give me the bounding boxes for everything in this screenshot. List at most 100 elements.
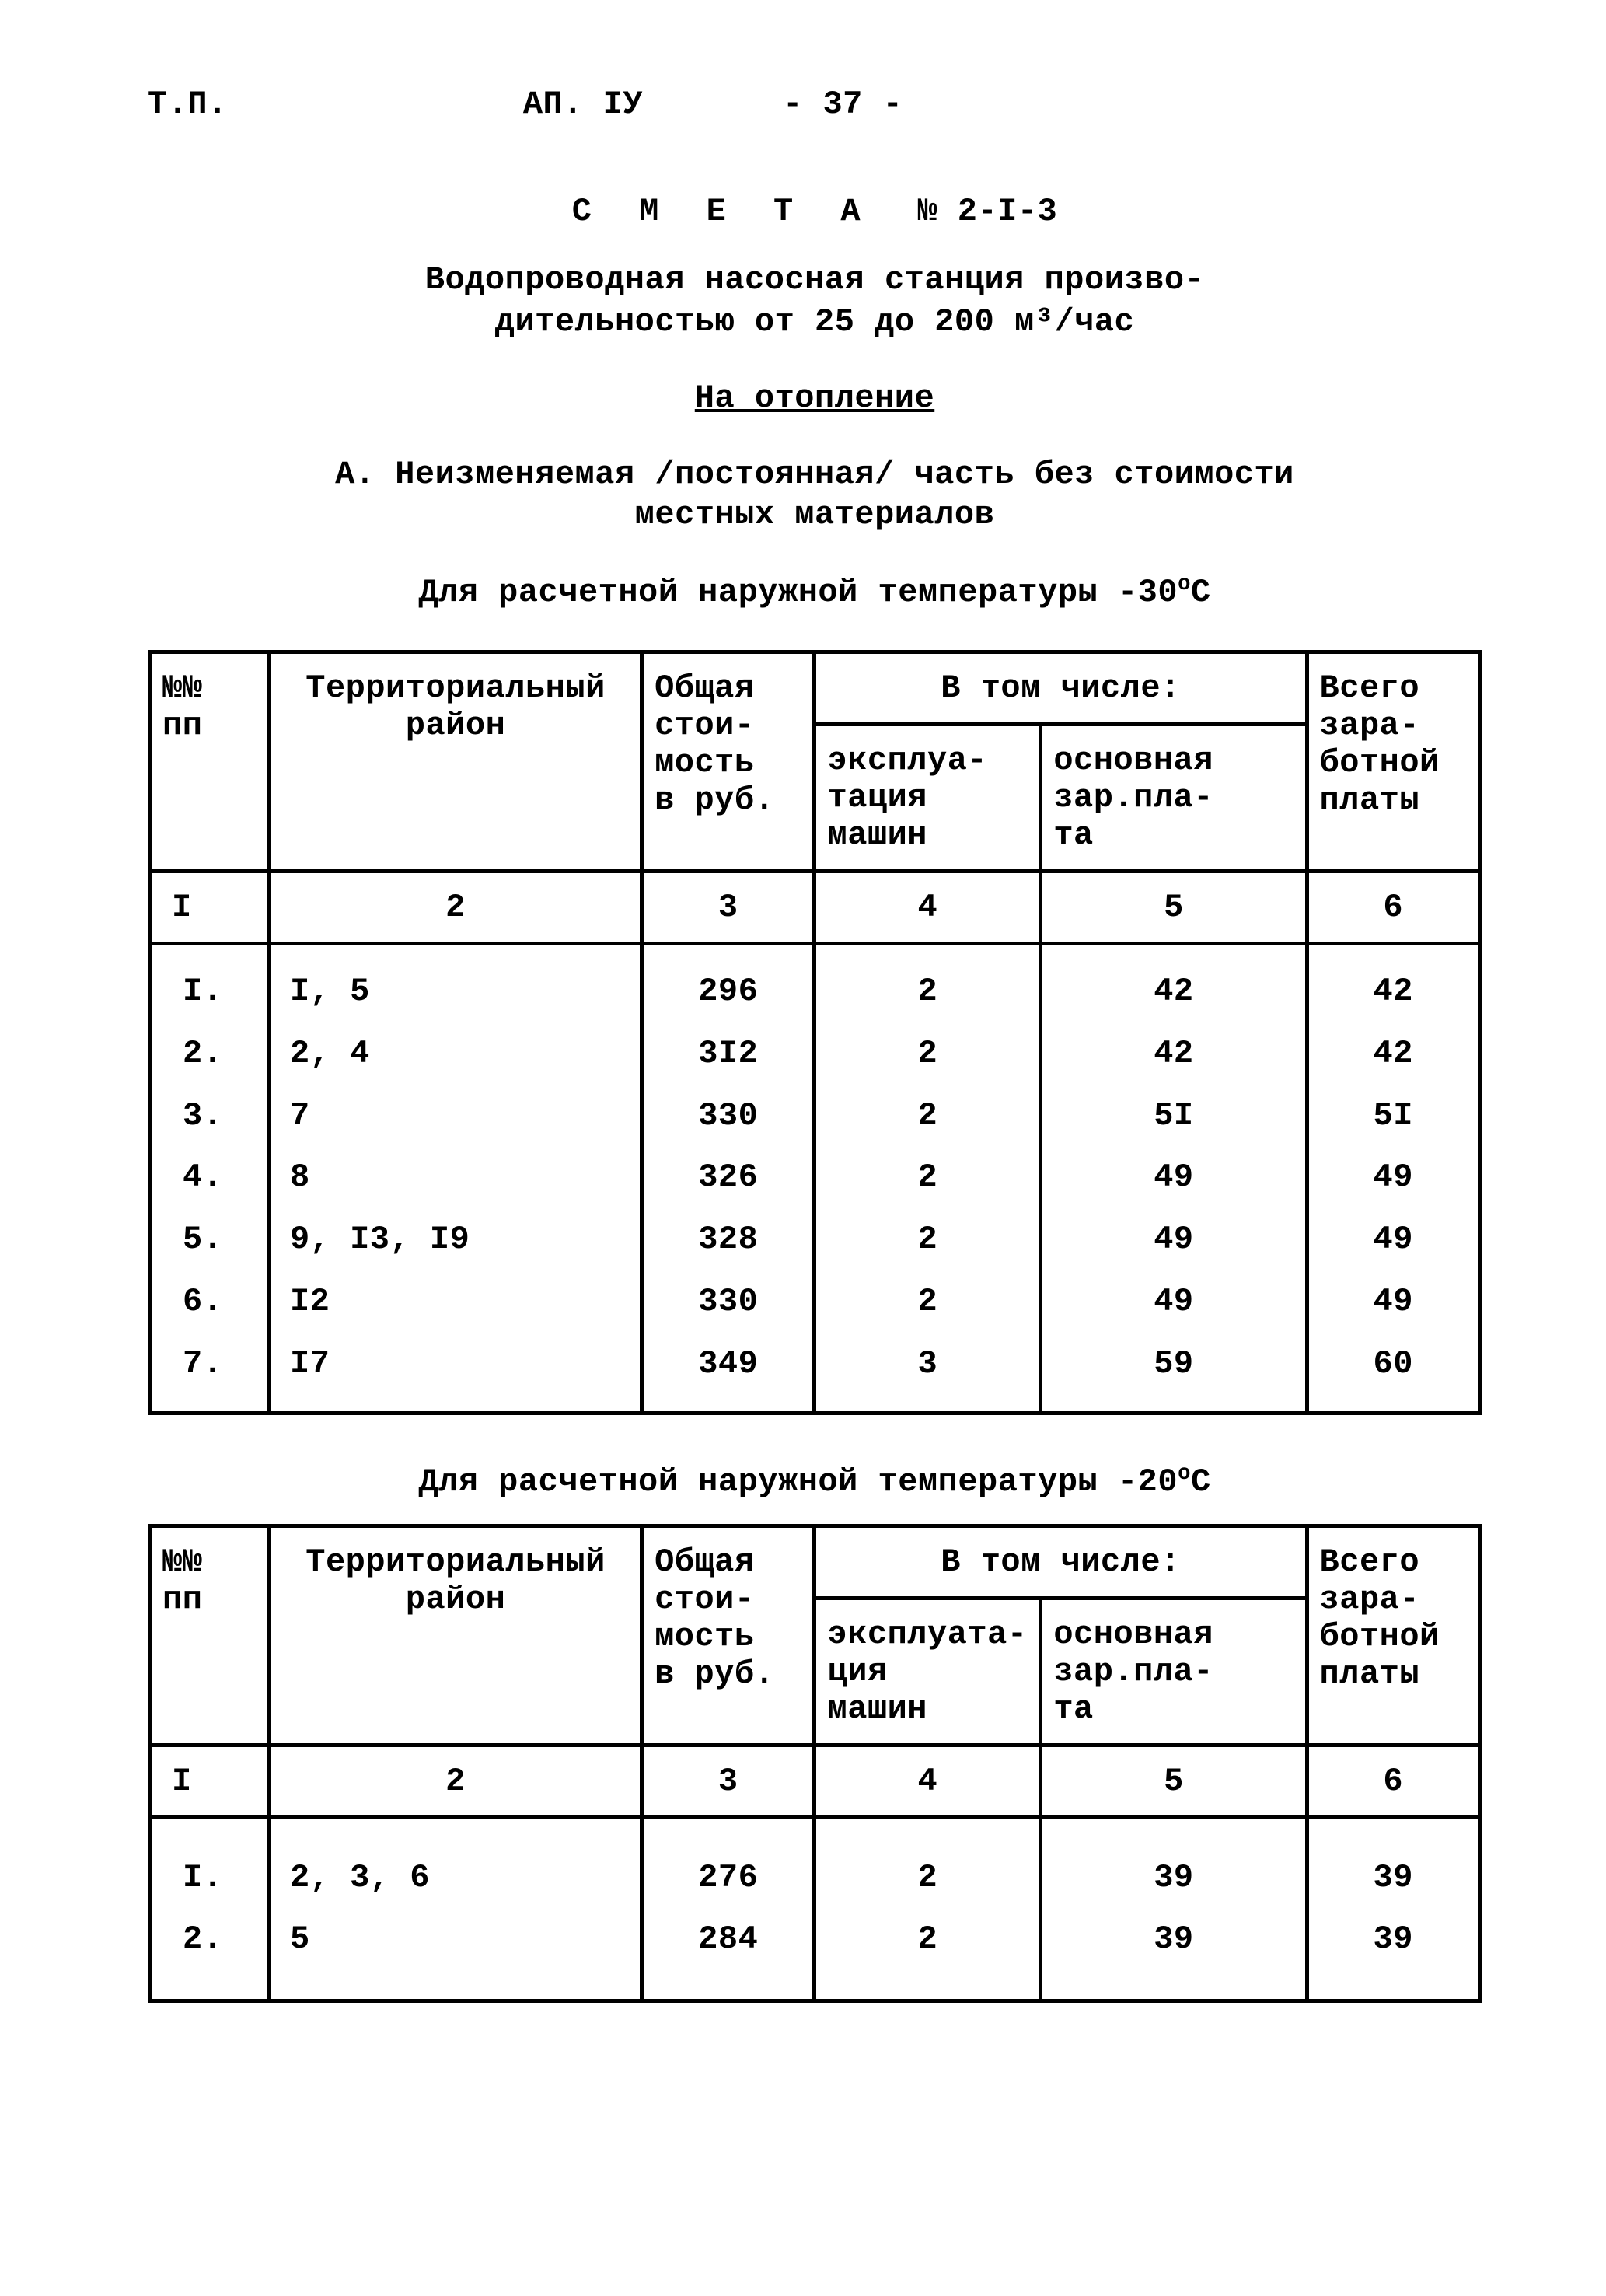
table-value: 330 — [655, 1085, 801, 1148]
table-value: 49 — [1053, 1209, 1294, 1271]
table-value: 2 — [827, 1271, 1028, 1333]
temp20-sup: о — [1178, 1462, 1191, 1486]
table-value: 276 — [655, 1847, 801, 1910]
col-region-cell: 2, 3, 65 — [269, 1817, 641, 2001]
page-header: Т.П. АП. ІУ - 37 - — [148, 86, 1482, 123]
table-value: 9, I3, I9 — [290, 1209, 629, 1271]
col-cost-cell: 276284 — [642, 1817, 815, 2001]
col-header-salary: основная зар.пла- та — [1041, 725, 1307, 872]
col-num-cell: I.2. — [150, 1817, 270, 2001]
table-value: 59 — [1053, 1333, 1294, 1396]
col-header-machines: эксплуа- тация машин — [815, 725, 1041, 872]
table-value: 42 — [1053, 961, 1294, 1023]
table-value: 2 — [827, 961, 1028, 1023]
col-header-salary: основная зар.пла- та — [1041, 1598, 1307, 1745]
table-value: 39 — [1320, 1909, 1467, 1971]
temperature-line-30: Для расчетной наружной температуры -30оС — [148, 572, 1482, 611]
header-center1: АП. ІУ — [523, 86, 643, 123]
table-value: 4. — [183, 1147, 257, 1209]
table-value: I, 5 — [290, 961, 629, 1023]
temp30-sup: о — [1178, 572, 1191, 596]
table-value: 5I — [1320, 1085, 1467, 1148]
table-value: 42 — [1320, 961, 1467, 1023]
doc-title: С М Е Т А № 2-I-3 — [148, 193, 1482, 230]
table-value: 8 — [290, 1147, 629, 1209]
table-value: 2 — [827, 1909, 1028, 1971]
col-total-cell: 42425I49494960 — [1307, 944, 1479, 1414]
cost-table-minus30: №№ пп Территориальный район Общая стои- … — [148, 650, 1482, 1415]
col-header-including: В том числе: — [815, 652, 1307, 725]
title-number: № 2-I-3 — [917, 193, 1057, 230]
temp30-prefix: Для расчетной наружной температуры -30 — [418, 574, 1178, 611]
col-header-cost: Общая стои- мость в руб. — [642, 652, 815, 872]
table-body-row: I.2.3.4.5.6.7. I, 52, 4789, I3, I9I2I7 2… — [150, 944, 1480, 1414]
table-value: 296 — [655, 961, 801, 1023]
col-expl-cell: 2222223 — [815, 944, 1041, 1414]
col-header-total: Всего зара- ботной платы — [1307, 1525, 1479, 1745]
title-block: С М Е Т А № 2-I-3 Водопроводная насосная… — [148, 193, 1482, 611]
temp20-prefix: Для расчетной наружной температуры -20 — [418, 1463, 1178, 1501]
section-a-line2: местных материалов — [148, 496, 1482, 533]
table-value: 49 — [1320, 1147, 1467, 1209]
subtitle-line1: Водопроводная насосная станция произво- — [148, 261, 1482, 299]
table-value: 49 — [1320, 1271, 1467, 1333]
col-expl-cell: 22 — [815, 1817, 1041, 2001]
table-value: 6. — [183, 1271, 257, 1333]
table-value: 49 — [1053, 1147, 1294, 1209]
table-value: 2 — [827, 1023, 1028, 1085]
col-header-region: Территориальный район — [269, 652, 641, 872]
col-num-cell: I.2.3.4.5.6.7. — [150, 944, 270, 1414]
table-value: 2 — [827, 1147, 1028, 1209]
cost-table-minus20: №№ пп Территориальный район Общая стои- … — [148, 1524, 1482, 2004]
table-value: 3. — [183, 1085, 257, 1148]
table-value: I. — [183, 1847, 257, 1910]
table-value: I2 — [290, 1271, 629, 1333]
section-a-line1: А. Неизменяемая /постоянная/ часть без с… — [148, 456, 1482, 493]
table-value: 39 — [1320, 1847, 1467, 1910]
table-value: 5. — [183, 1209, 257, 1271]
table-value: 60 — [1320, 1333, 1467, 1396]
temp20-suffix: С — [1191, 1463, 1211, 1501]
column-number-row: I 2 3 4 5 6 — [150, 1745, 1480, 1817]
col-zar-cell: 3939 — [1041, 1817, 1307, 2001]
section-heading-underlined: На отопление — [148, 379, 1482, 417]
subtitle-line2: дительностью от 25 до 200 м³/час — [148, 303, 1482, 341]
table-value: 42 — [1320, 1023, 1467, 1085]
temperature-line-20: Для расчетной наружной температуры -20оС — [148, 1462, 1482, 1501]
table-value: I. — [183, 961, 257, 1023]
table-value: 2 — [827, 1209, 1028, 1271]
table-value: 2 — [827, 1085, 1028, 1148]
table-value: 2. — [183, 1023, 257, 1085]
table-value: 2, 3, 6 — [290, 1847, 629, 1910]
col-header-number: №№ пп — [150, 1525, 270, 1745]
col-total-cell: 3939 — [1307, 1817, 1479, 2001]
table-value: 39 — [1053, 1847, 1294, 1910]
table-value: 49 — [1320, 1209, 1467, 1271]
col-cost-cell: 2963I2330326328330349 — [642, 944, 815, 1414]
table-value: 2 — [827, 1847, 1028, 1910]
table-value: 7 — [290, 1085, 629, 1148]
table-value: 330 — [655, 1271, 801, 1333]
table-value: I7 — [290, 1333, 629, 1396]
table-value: 284 — [655, 1909, 801, 1971]
table-value: 328 — [655, 1209, 801, 1271]
table-value: 2. — [183, 1909, 257, 1971]
table-value: 326 — [655, 1147, 801, 1209]
table-value: 7. — [183, 1333, 257, 1396]
temp30-suffix: С — [1191, 574, 1211, 611]
col-header-total: Всего зара- ботной платы — [1307, 652, 1479, 872]
col-header-including: В том числе: — [815, 1525, 1307, 1598]
header-left: Т.П. — [148, 86, 228, 123]
col-header-cost: Общая стои- мость в руб. — [642, 1525, 815, 1745]
column-number-row: I 2 3 4 5 6 — [150, 872, 1480, 944]
header-center2: - 37 - — [783, 86, 903, 123]
table-value: 42 — [1053, 1023, 1294, 1085]
table-value: 39 — [1053, 1909, 1294, 1971]
table-value: 3 — [827, 1333, 1028, 1396]
table-value: 2, 4 — [290, 1023, 629, 1085]
table-header-row: №№ пп Территориальный район Общая стои- … — [150, 652, 1480, 725]
title-word: С М Е Т А — [572, 193, 875, 230]
table-value: 3I2 — [655, 1023, 801, 1085]
col-region-cell: I, 52, 4789, I3, I9I2I7 — [269, 944, 641, 1414]
col-header-number: №№ пп — [150, 652, 270, 872]
